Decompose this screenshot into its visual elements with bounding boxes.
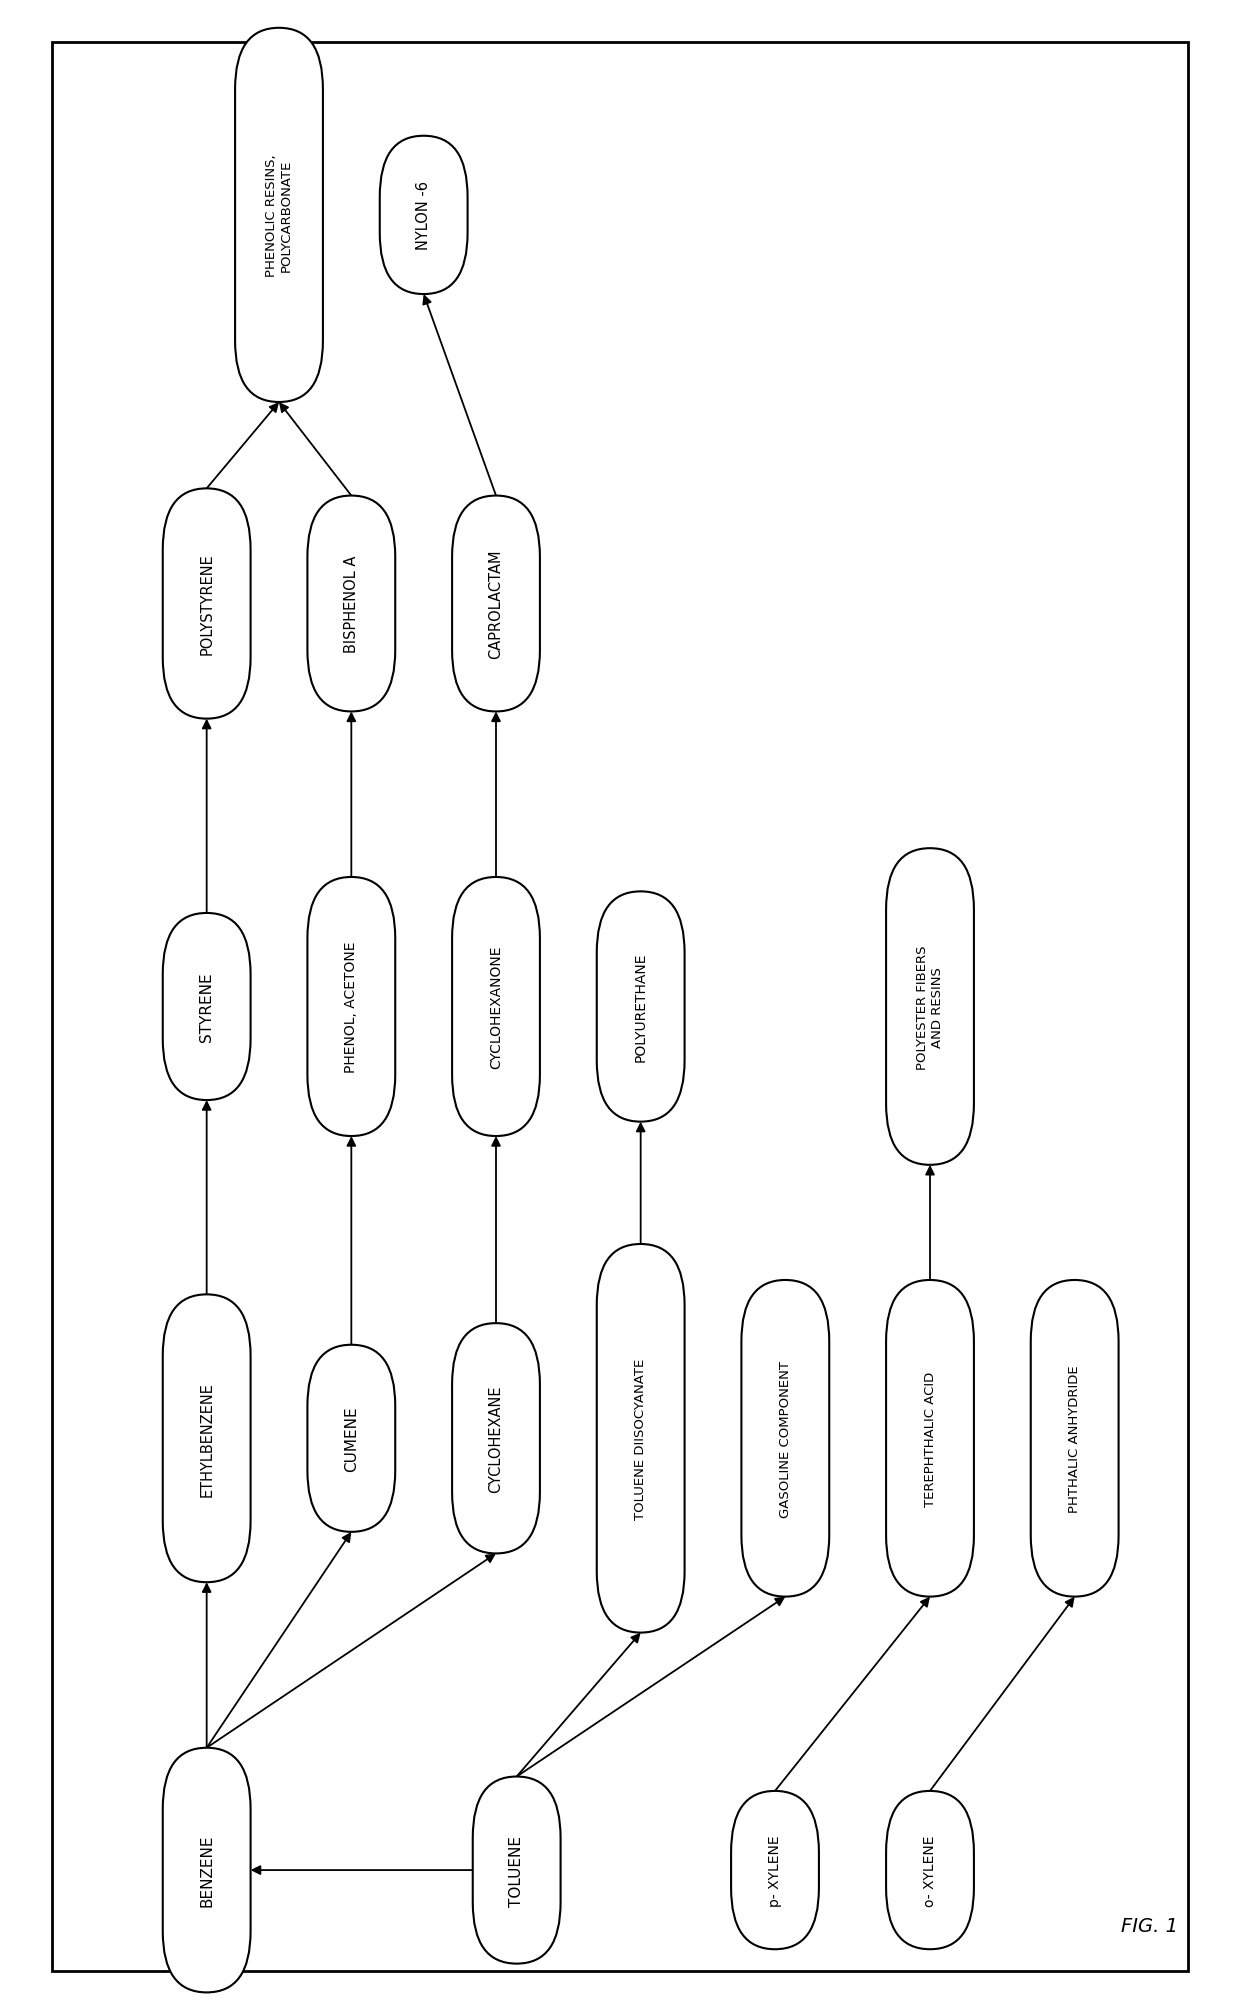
Text: BISPHENOL A: BISPHENOL A — [343, 556, 358, 653]
FancyBboxPatch shape — [887, 1281, 973, 1597]
FancyBboxPatch shape — [236, 28, 322, 403]
FancyBboxPatch shape — [596, 892, 684, 1122]
FancyBboxPatch shape — [162, 1748, 250, 1992]
Text: TEREPHTHALIC ACID: TEREPHTHALIC ACID — [924, 1372, 936, 1506]
FancyBboxPatch shape — [453, 495, 539, 713]
Text: ETHYLBENZENE: ETHYLBENZENE — [200, 1382, 215, 1496]
Text: PHTHALIC ANHYDRIDE: PHTHALIC ANHYDRIDE — [1068, 1365, 1081, 1513]
Text: FIG. 1: FIG. 1 — [1121, 1915, 1178, 1935]
FancyBboxPatch shape — [887, 848, 973, 1166]
FancyBboxPatch shape — [596, 1245, 684, 1633]
Text: CYCLOHEXANONE: CYCLOHEXANONE — [489, 945, 503, 1069]
Text: POLYURETHANE: POLYURETHANE — [634, 953, 647, 1061]
Text: STYRENE: STYRENE — [200, 973, 215, 1041]
Text: CUMENE: CUMENE — [343, 1406, 358, 1472]
Text: PHENOLIC RESINS,
POLYCARBONATE: PHENOLIC RESINS, POLYCARBONATE — [265, 155, 293, 278]
FancyBboxPatch shape — [887, 1790, 973, 1950]
FancyBboxPatch shape — [732, 1790, 818, 1950]
FancyBboxPatch shape — [453, 878, 539, 1136]
Text: POLYESTER FIBERS
AND RESINS: POLYESTER FIBERS AND RESINS — [916, 945, 944, 1069]
Text: POLYSTYRENE: POLYSTYRENE — [200, 554, 215, 655]
FancyBboxPatch shape — [162, 914, 250, 1100]
FancyBboxPatch shape — [162, 1295, 250, 1583]
FancyBboxPatch shape — [308, 878, 396, 1136]
Text: PHENOL, ACETONE: PHENOL, ACETONE — [345, 941, 358, 1073]
FancyBboxPatch shape — [453, 1323, 539, 1553]
Text: BENZENE: BENZENE — [200, 1835, 215, 1907]
Text: TOLUENE DIISOCYANATE: TOLUENE DIISOCYANATE — [634, 1357, 647, 1519]
Text: NYLON -6: NYLON -6 — [417, 181, 432, 250]
FancyBboxPatch shape — [379, 137, 467, 294]
Text: CYCLOHEXANE: CYCLOHEXANE — [489, 1386, 503, 1492]
FancyBboxPatch shape — [472, 1776, 560, 1964]
FancyBboxPatch shape — [162, 489, 250, 719]
Text: p- XYLENE: p- XYLENE — [768, 1835, 782, 1905]
FancyBboxPatch shape — [308, 495, 396, 713]
Text: CAPROLACTAM: CAPROLACTAM — [489, 550, 503, 659]
FancyBboxPatch shape — [742, 1281, 830, 1597]
Text: o- XYLENE: o- XYLENE — [923, 1835, 937, 1905]
Text: GASOLINE COMPONENT: GASOLINE COMPONENT — [779, 1359, 792, 1517]
FancyBboxPatch shape — [1030, 1281, 1118, 1597]
FancyBboxPatch shape — [308, 1345, 396, 1533]
Text: TOLUENE: TOLUENE — [510, 1835, 525, 1905]
